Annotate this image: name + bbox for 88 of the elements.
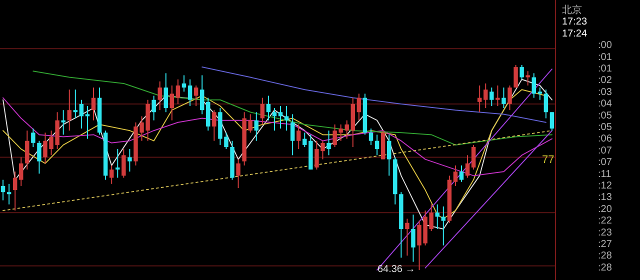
text: :05 [598, 122, 612, 133]
candlestick [284, 106, 289, 132]
text: :07 [598, 157, 612, 168]
candlestick [368, 128, 374, 146]
candlestick [19, 156, 24, 186]
candlestick [514, 64, 518, 88]
candlestick [31, 128, 36, 148]
text: :22 [598, 216, 612, 227]
candlestick [37, 140, 42, 174]
text: :20 [598, 204, 612, 215]
candlestick [116, 148, 120, 178]
candlestick [520, 64, 524, 80]
candlestick [484, 82, 488, 109]
candlestick [508, 85, 512, 111]
text: :13 [598, 192, 612, 204]
candlestick [526, 70, 530, 86]
candlestick [0, 179, 6, 201]
candlestick [550, 112, 554, 132]
candlestick [85, 106, 90, 140]
candlestick [266, 95, 271, 121]
candlestick [411, 214, 416, 262]
candlestick [128, 148, 132, 172]
candlestick [109, 164, 114, 184]
candlestick [459, 164, 464, 182]
candlestick [405, 218, 410, 256]
candlestick [236, 158, 240, 188]
annotation: 64.36 → [377, 264, 416, 275]
candlestick [25, 130, 30, 170]
candlestick [122, 148, 126, 178]
candlestick [158, 80, 162, 111]
candlestick [356, 93, 362, 121]
candlestick [212, 110, 216, 142]
candlestick [441, 206, 446, 246]
candlestick [194, 85, 198, 106]
annotation: 77 [542, 154, 554, 166]
candlestick [477, 85, 482, 113]
text: :01 [598, 64, 612, 74]
candlestick [374, 134, 380, 156]
text: :02 [598, 75, 612, 86]
candlestick [326, 130, 331, 156]
candlestick [272, 108, 277, 132]
text: :05 [598, 110, 612, 122]
candlestick [490, 87, 494, 106]
candlestick [290, 114, 295, 156]
candlestick [471, 144, 476, 170]
candlestick [254, 112, 258, 142]
text: :03 [598, 86, 612, 98]
candlestick [260, 97, 265, 125]
candlestick [67, 89, 72, 132]
text: :28 [598, 262, 612, 274]
candlestick [188, 78, 192, 106]
text: 17:24 [562, 28, 588, 40]
candlestick [152, 95, 156, 121]
candlestick [453, 164, 458, 186]
text: :01 [598, 52, 612, 63]
candlestick [502, 87, 506, 109]
candlestick [435, 204, 440, 230]
candlestick [12, 171, 18, 212]
text: 17:23 [562, 16, 588, 28]
candlestick [532, 72, 536, 98]
candlestick [176, 78, 180, 104]
candlestick [200, 74, 204, 115]
candlestick [73, 89, 78, 119]
candlestick [182, 74, 186, 92]
text: :04 [598, 98, 612, 110]
candlestick [386, 134, 392, 176]
candlestick [79, 99, 84, 130]
candlestick [538, 87, 542, 100]
candlestick [164, 72, 168, 113]
candlestick [496, 85, 500, 106]
text: :12 [598, 180, 612, 192]
candlestick [278, 106, 283, 130]
candlestick [296, 124, 301, 150]
candlestick [170, 85, 174, 121]
text: 北京 [562, 4, 582, 16]
text: :23 [598, 227, 612, 238]
candlestick [465, 154, 470, 178]
candlestick [61, 110, 66, 136]
text: :11 [598, 168, 612, 180]
text: :27 [598, 239, 612, 250]
candlestick [6, 183, 12, 205]
candlestick [544, 89, 548, 119]
candlestick [91, 87, 96, 121]
text: :00 [598, 40, 612, 52]
text: :06 [598, 134, 612, 145]
candlestick [344, 120, 349, 140]
text: :28 [598, 250, 612, 262]
text: :07 [598, 145, 612, 156]
